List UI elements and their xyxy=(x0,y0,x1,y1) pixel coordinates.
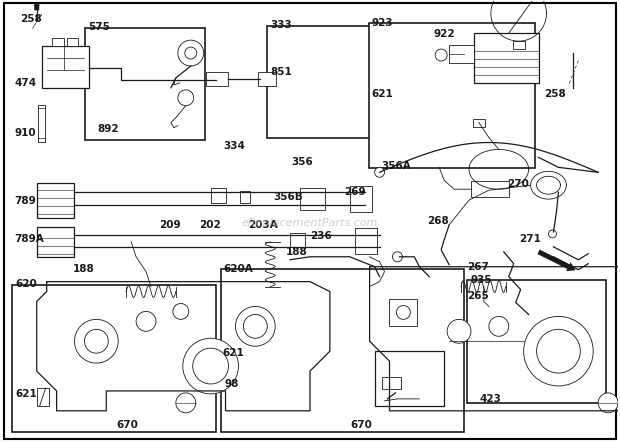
Text: 789A: 789A xyxy=(14,233,44,244)
Text: 892: 892 xyxy=(97,124,119,134)
Text: 271: 271 xyxy=(520,233,541,244)
Bar xyxy=(368,23,535,168)
FancyArrow shape xyxy=(33,2,40,10)
Text: 620A: 620A xyxy=(224,264,254,274)
Circle shape xyxy=(173,304,188,320)
Bar xyxy=(259,72,277,86)
Bar xyxy=(355,228,376,254)
Text: 356B: 356B xyxy=(273,192,303,202)
Text: 209: 209 xyxy=(159,221,180,230)
Bar xyxy=(221,269,464,432)
Bar xyxy=(85,28,205,140)
Bar xyxy=(51,38,64,46)
Text: 923: 923 xyxy=(371,18,393,28)
Bar xyxy=(37,388,48,406)
Text: 268: 268 xyxy=(427,216,449,226)
Text: 621: 621 xyxy=(16,389,37,400)
Text: 188: 188 xyxy=(285,247,307,257)
Text: 575: 575 xyxy=(88,22,110,32)
FancyArrow shape xyxy=(538,250,575,271)
Circle shape xyxy=(244,314,267,338)
Text: 202: 202 xyxy=(199,221,221,230)
Bar xyxy=(37,183,74,218)
Circle shape xyxy=(435,49,447,61)
Text: 203A: 203A xyxy=(249,221,278,230)
Text: 789: 789 xyxy=(14,196,36,206)
Circle shape xyxy=(178,40,204,66)
Circle shape xyxy=(176,393,196,413)
Bar xyxy=(206,72,228,86)
Circle shape xyxy=(236,306,275,346)
Text: 620: 620 xyxy=(16,279,37,289)
Text: 935: 935 xyxy=(470,274,492,285)
Text: 851: 851 xyxy=(270,67,291,76)
Bar xyxy=(290,233,305,247)
Bar xyxy=(449,45,474,63)
Bar xyxy=(473,118,485,126)
Bar xyxy=(241,191,250,203)
Circle shape xyxy=(536,329,580,373)
Text: 621: 621 xyxy=(223,348,244,358)
Circle shape xyxy=(489,316,509,336)
Text: 670: 670 xyxy=(116,420,138,430)
Bar xyxy=(42,46,89,88)
Text: 269: 269 xyxy=(344,187,366,198)
Bar xyxy=(211,188,226,203)
Text: 236: 236 xyxy=(310,231,332,241)
Circle shape xyxy=(74,320,118,363)
Bar xyxy=(381,377,401,389)
Text: 670: 670 xyxy=(350,420,372,430)
Bar xyxy=(374,351,444,406)
Bar xyxy=(467,280,606,403)
Text: 188: 188 xyxy=(73,264,95,274)
Text: eReplacementParts.com: eReplacementParts.com xyxy=(242,218,378,228)
Bar xyxy=(618,57,620,75)
Text: 922: 922 xyxy=(433,29,455,39)
Text: 621: 621 xyxy=(371,89,393,99)
Circle shape xyxy=(183,338,239,394)
Text: 474: 474 xyxy=(14,78,37,88)
Text: 258: 258 xyxy=(20,14,42,24)
Text: 265: 265 xyxy=(467,291,489,301)
Bar xyxy=(66,38,79,46)
Bar xyxy=(471,181,509,197)
Text: 270: 270 xyxy=(507,179,529,189)
Bar xyxy=(300,188,325,210)
Bar xyxy=(38,105,45,142)
Text: 98: 98 xyxy=(225,378,239,389)
Circle shape xyxy=(178,90,193,106)
Bar xyxy=(37,227,74,257)
Circle shape xyxy=(447,320,471,343)
Bar xyxy=(389,298,417,326)
Circle shape xyxy=(392,252,402,262)
Text: 423: 423 xyxy=(479,394,502,404)
Bar xyxy=(474,33,539,83)
Text: 258: 258 xyxy=(544,89,566,99)
Circle shape xyxy=(598,393,618,413)
Circle shape xyxy=(136,312,156,332)
Circle shape xyxy=(84,329,108,353)
Circle shape xyxy=(524,316,593,386)
Bar xyxy=(267,26,381,137)
Circle shape xyxy=(185,47,197,59)
Text: 356A: 356A xyxy=(381,161,410,171)
Bar xyxy=(12,285,216,432)
Circle shape xyxy=(396,305,410,320)
Bar xyxy=(350,186,371,212)
Text: 356: 356 xyxy=(291,157,313,167)
Text: 910: 910 xyxy=(14,128,36,138)
Circle shape xyxy=(549,230,556,238)
Text: 334: 334 xyxy=(224,141,246,151)
Text: 267: 267 xyxy=(467,262,489,272)
Bar xyxy=(513,41,525,49)
Circle shape xyxy=(193,348,229,384)
Text: 333: 333 xyxy=(270,20,291,30)
Circle shape xyxy=(374,168,384,177)
